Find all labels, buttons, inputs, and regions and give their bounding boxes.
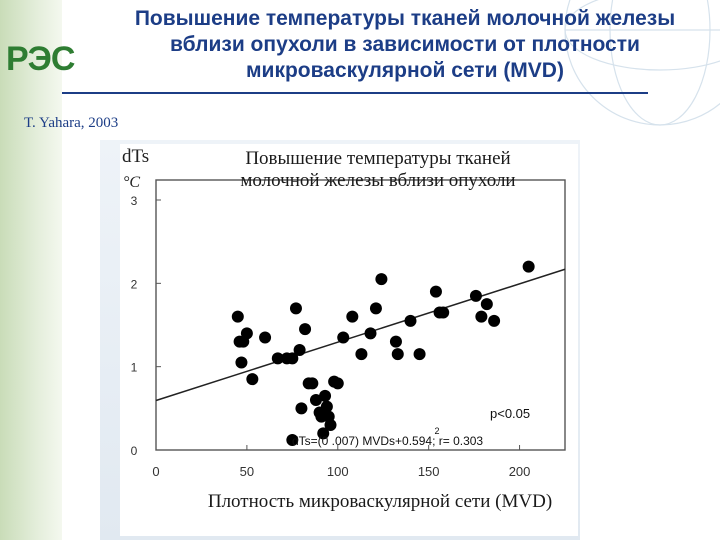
y-tick-label: 2 — [131, 277, 138, 291]
data-point — [246, 373, 259, 386]
data-point — [289, 302, 302, 315]
regression-equation-text: dTs=(0 .007) MVDs+0.594; r= 0.303 — [292, 434, 484, 448]
data-point — [429, 285, 442, 298]
regression-equation: dTs=(0 .007) MVDs+0.594; r= 0.303 2 — [292, 426, 491, 448]
data-point — [346, 310, 359, 323]
data-point — [231, 310, 244, 323]
chart-title: Повышение температуры тканей молочной же… — [186, 148, 570, 192]
chart-title-line: молочной железы вблизи опухоли — [240, 170, 516, 191]
regression-line — [155, 268, 566, 402]
data-point — [271, 352, 284, 365]
figure-panel — [120, 144, 578, 536]
data-point — [391, 348, 404, 361]
data-point — [469, 289, 482, 302]
x-tick-label: 50 — [240, 464, 254, 479]
title-underline — [62, 92, 648, 94]
data-point — [488, 314, 501, 327]
data-point — [480, 298, 493, 311]
data-point — [375, 273, 388, 286]
data-point — [331, 377, 344, 390]
data-point — [286, 434, 299, 446]
y-tick-label: 3 — [131, 194, 138, 208]
data-point — [309, 394, 322, 406]
data-point — [389, 335, 402, 348]
y-tick-label: 0 — [131, 444, 138, 458]
citation: T. Yahara, 2003 — [24, 115, 119, 131]
data-point — [369, 302, 382, 315]
data-point — [437, 306, 450, 319]
slide-title-line: Повышение температуры тканей молочной же… — [134, 7, 676, 30]
data-point — [413, 348, 426, 361]
x-axis-label: Плотность микроваскулярной сети (MVD) — [207, 491, 553, 512]
y-axis-unit: °C — [123, 174, 141, 191]
data-point — [306, 377, 319, 390]
plot-frame — [155, 179, 566, 451]
slide-title: Повышение температуры тканей молочной же… — [100, 6, 710, 84]
data-point — [259, 331, 272, 344]
x-tick-label: 100 — [327, 464, 349, 479]
slide-title-line: вблизи опухоли в зависимости от плотност… — [170, 33, 640, 56]
data-point — [337, 331, 350, 344]
x-tick-label: 200 — [509, 464, 531, 479]
data-point — [235, 356, 248, 369]
chart-title-line: Повышение температуры тканей — [245, 148, 511, 169]
x-tick-label: 0 — [152, 464, 159, 479]
data-point — [324, 419, 337, 431]
data-point — [299, 323, 312, 336]
y-axis-label: dTs — [122, 146, 150, 167]
data-point — [317, 427, 330, 440]
data-point — [475, 310, 488, 323]
data-point — [364, 327, 377, 340]
data-point — [293, 344, 306, 356]
data-point — [320, 400, 333, 413]
p-value-label: p<0.05 — [490, 406, 531, 421]
slide-title-line: микроваскулярной сети (MVD) — [246, 59, 564, 82]
y-tick-label: 1 — [131, 361, 138, 375]
data-point — [295, 402, 308, 415]
data-point — [319, 389, 332, 402]
data-point — [286, 352, 299, 365]
x-tick-label: 150 — [418, 464, 440, 479]
logo: РЭС — [6, 40, 75, 78]
data-point — [522, 260, 535, 273]
data-point — [240, 327, 253, 340]
data-point — [404, 314, 417, 327]
r-squared-mark: 2 — [434, 426, 440, 436]
data-point — [355, 348, 368, 361]
decorative-side-band — [0, 0, 62, 540]
